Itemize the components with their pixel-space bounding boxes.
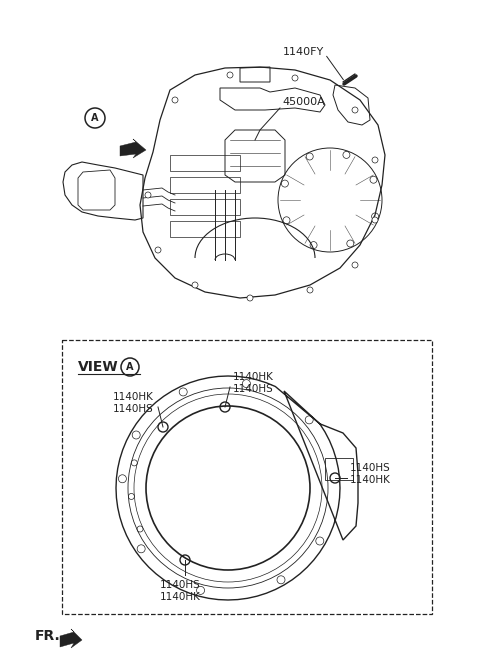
Circle shape [145, 192, 151, 198]
Bar [170, 155, 240, 171]
Text: 1140HK: 1140HK [160, 592, 201, 602]
Circle shape [307, 287, 313, 293]
Circle shape [155, 247, 161, 253]
Text: 1140FY: 1140FY [283, 47, 324, 57]
Text: VIEW: VIEW [78, 360, 119, 374]
Circle shape [352, 107, 358, 113]
Bar [170, 199, 240, 215]
Circle shape [352, 262, 358, 268]
Circle shape [192, 282, 198, 288]
Circle shape [247, 295, 253, 301]
Polygon shape [60, 629, 82, 648]
Bar [62, 340, 432, 614]
Bar [170, 221, 240, 237]
Text: 1140HS: 1140HS [350, 463, 391, 473]
Text: 1140HK: 1140HK [233, 372, 274, 382]
Text: 1140HS: 1140HS [233, 384, 274, 394]
Circle shape [227, 72, 233, 78]
Polygon shape [120, 139, 146, 158]
Circle shape [372, 157, 378, 163]
Text: A: A [126, 362, 134, 372]
Text: 1140HK: 1140HK [350, 475, 391, 485]
Bar [170, 177, 240, 193]
Text: 1140HK: 1140HK [113, 392, 154, 402]
Circle shape [292, 75, 298, 81]
Text: 1140HS: 1140HS [113, 404, 154, 414]
Circle shape [372, 217, 378, 223]
Circle shape [172, 97, 178, 103]
Text: FR.: FR. [35, 629, 61, 643]
Text: 45000A: 45000A [282, 97, 325, 107]
Bar [325, 458, 353, 480]
Text: A: A [91, 113, 99, 123]
Text: 1140HS: 1140HS [160, 580, 201, 590]
